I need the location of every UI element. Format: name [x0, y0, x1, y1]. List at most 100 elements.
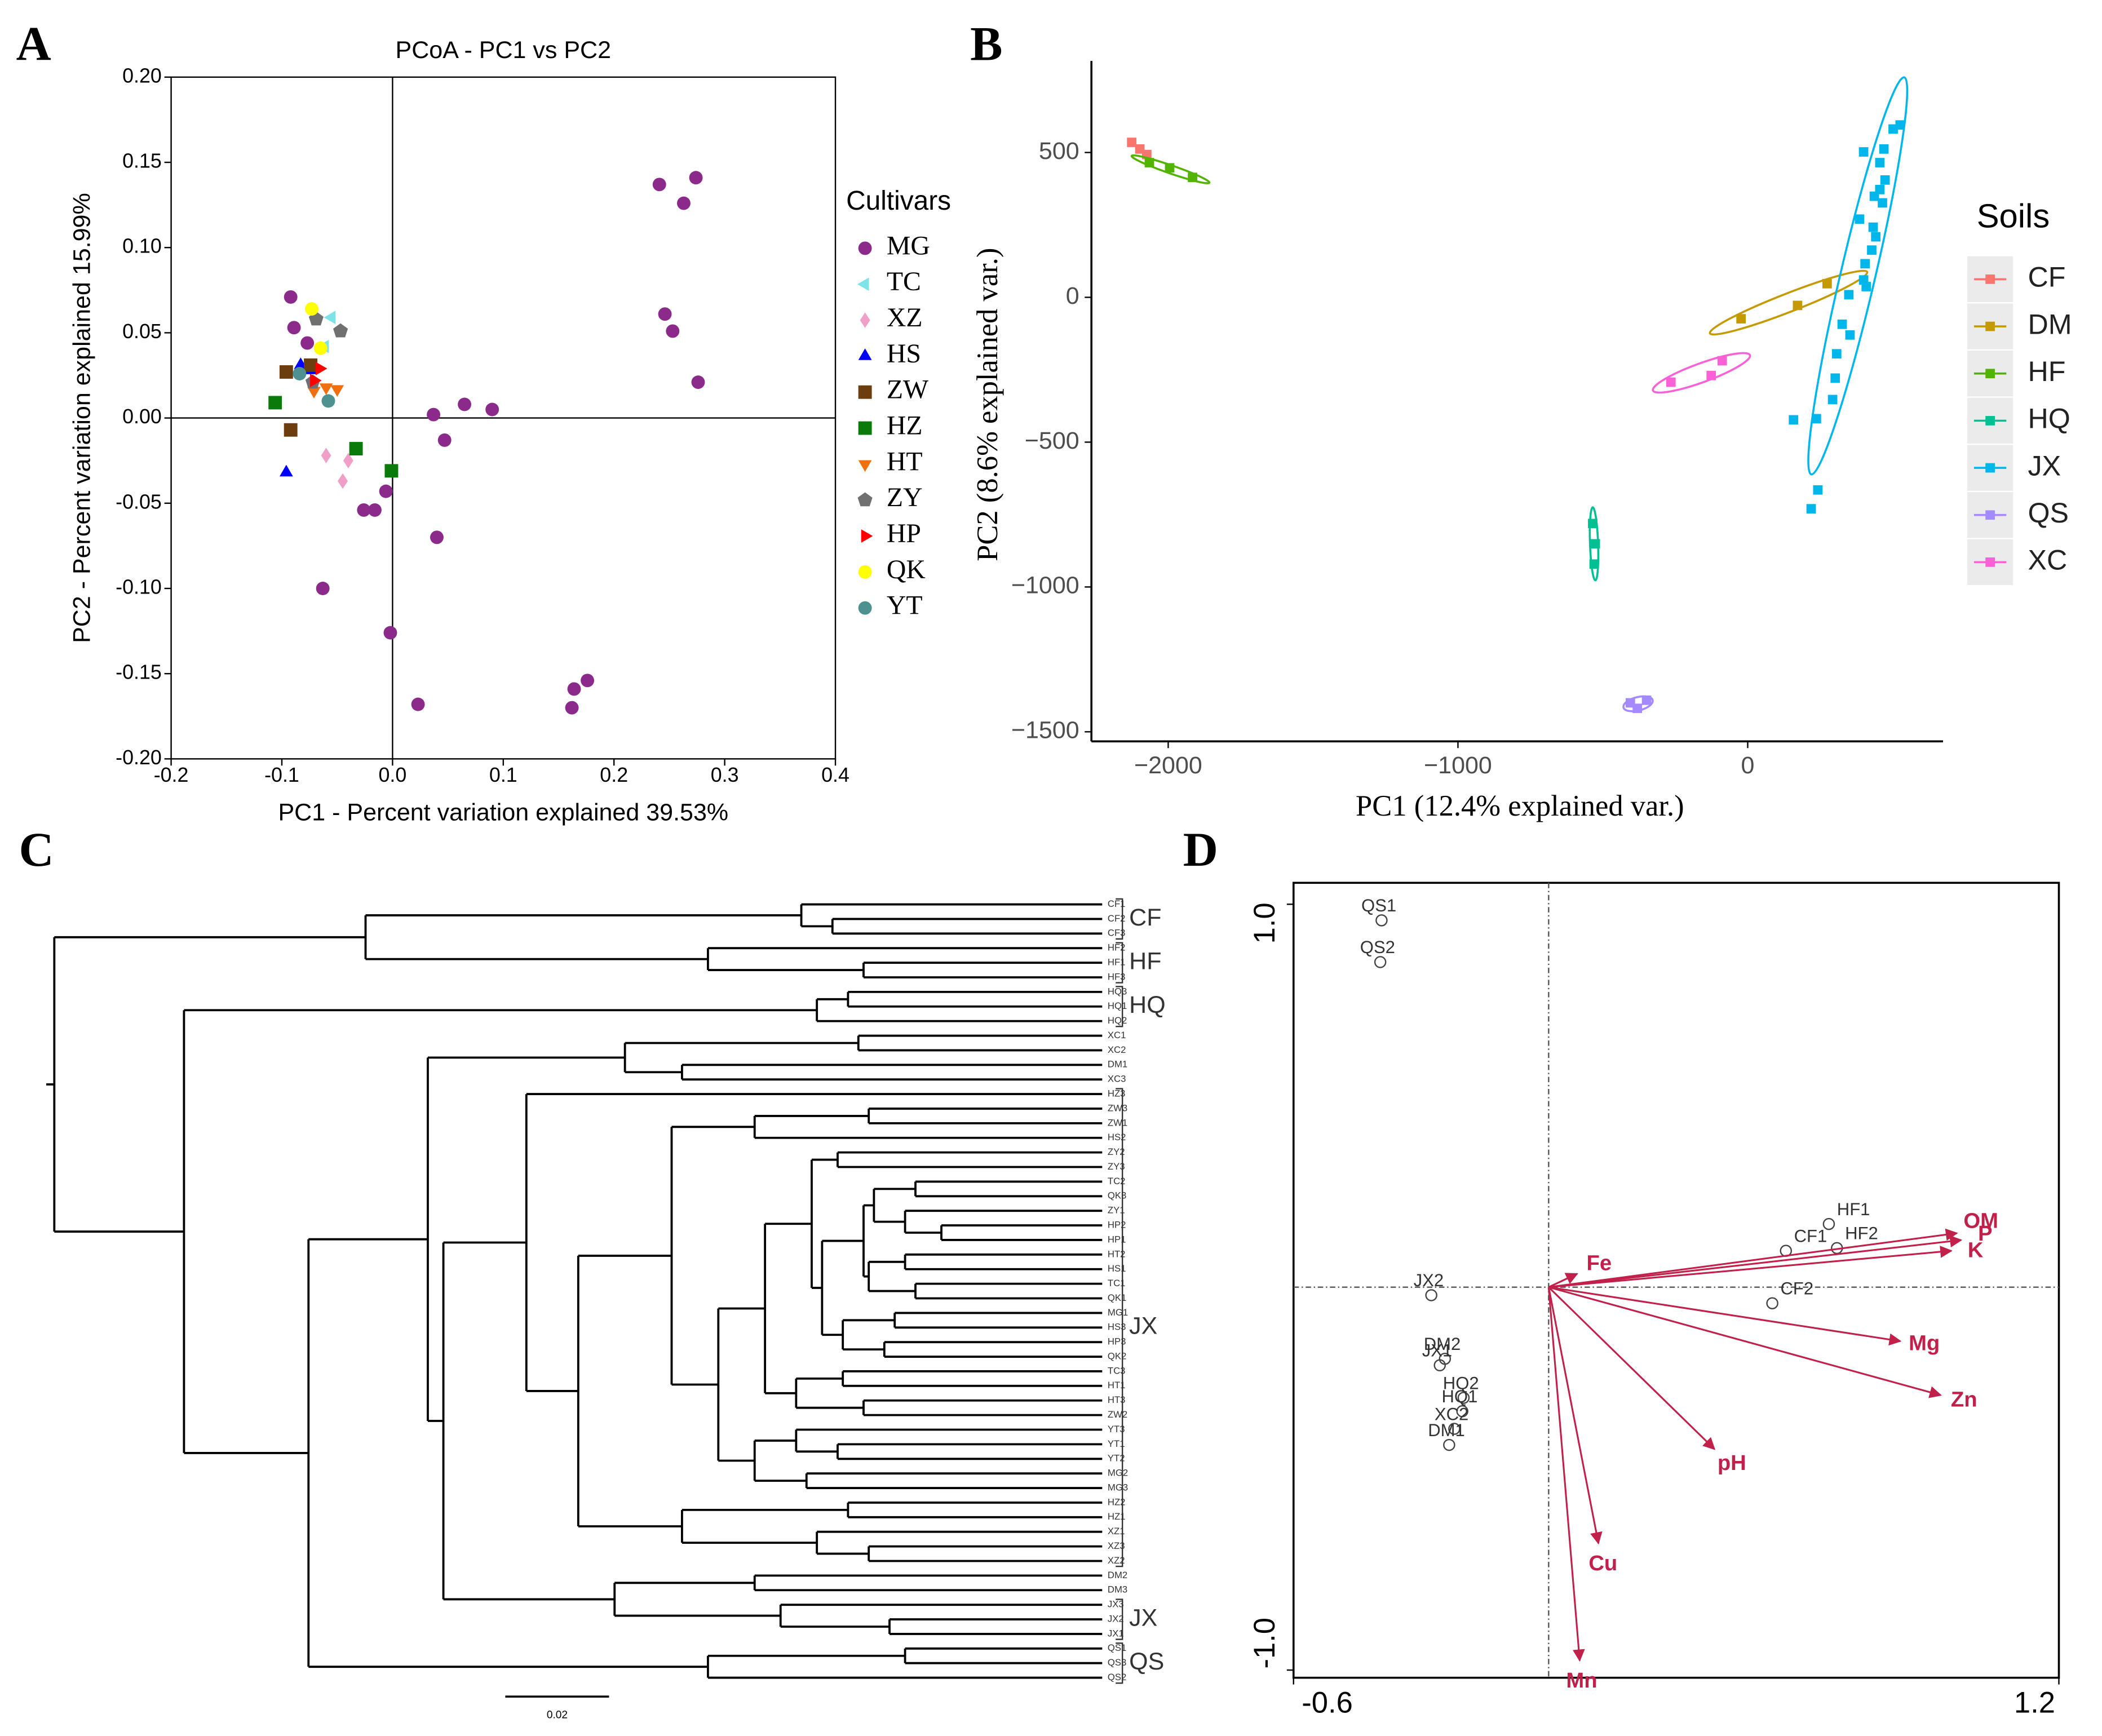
point — [1861, 282, 1871, 291]
leaf-label: HT3 — [1108, 1394, 1126, 1405]
x-tick-label: 0.2 — [600, 764, 628, 786]
point-label: QS1 — [1361, 896, 1396, 915]
point — [666, 324, 680, 338]
point — [1827, 395, 1838, 405]
group-label: JX — [1129, 1604, 1157, 1631]
point — [485, 402, 499, 417]
point — [689, 171, 703, 185]
loading-arrow — [1548, 1246, 1953, 1288]
point — [1448, 1423, 1461, 1435]
point — [1806, 504, 1816, 514]
loading-arrow — [1548, 1286, 1716, 1450]
legend-marker — [1985, 557, 1995, 567]
point — [319, 383, 333, 395]
loading-arrow — [1548, 1228, 1958, 1288]
point — [691, 375, 705, 389]
y-tick-label: -1.0 — [1248, 1618, 1281, 1669]
legend-marker — [857, 492, 873, 507]
legend-marker — [858, 241, 872, 255]
point — [321, 394, 335, 408]
legend-marker — [858, 601, 872, 615]
point — [1789, 415, 1799, 425]
leaf-label: CF1 — [1108, 898, 1126, 909]
point — [430, 530, 444, 544]
leaf-label: HF1 — [1108, 957, 1126, 968]
leaf-label: DM1 — [1108, 1059, 1127, 1070]
legend-marker — [860, 312, 870, 328]
point-label: DM2 — [1424, 1334, 1461, 1354]
leaf-label: DM2 — [1108, 1570, 1127, 1580]
leaf-label: TC2 — [1108, 1176, 1126, 1186]
y-tick-label: -0.10 — [116, 575, 162, 598]
y-axis-label: PC2 - Percent variation explained 15.99% — [69, 193, 96, 643]
x-tick-label: −2000 — [1134, 752, 1202, 779]
leaf-label: ZW3 — [1108, 1102, 1127, 1113]
point — [305, 302, 318, 316]
x-tick-label: -0.6 — [1302, 1686, 1353, 1719]
group-label: CF — [1129, 904, 1161, 931]
leaf-label: TC1 — [1108, 1278, 1126, 1288]
point — [287, 321, 301, 335]
point — [1717, 356, 1727, 366]
point — [1879, 144, 1889, 154]
scale-label: 0.02 — [547, 1710, 568, 1721]
x-tick-label: 0.1 — [489, 764, 517, 786]
leaf-label: ZY2 — [1108, 1146, 1125, 1157]
point — [307, 387, 321, 398]
group-label: HQ — [1129, 991, 1166, 1018]
point — [268, 396, 282, 410]
leaf-label: JX1 — [1108, 1628, 1124, 1638]
legend-label: QK — [887, 555, 926, 584]
leaf-label: JX2 — [1108, 1613, 1124, 1624]
leaf-label: HQ2 — [1108, 1015, 1127, 1026]
point — [1666, 377, 1676, 387]
point — [1641, 695, 1652, 705]
point — [1844, 290, 1854, 300]
legend-marker — [858, 421, 872, 435]
point — [284, 290, 298, 304]
y-tick-label: 0.15 — [122, 150, 162, 172]
point — [333, 323, 348, 338]
leaf-label: ZY3 — [1108, 1161, 1125, 1172]
leaf-label: MG1 — [1108, 1307, 1128, 1318]
point — [1837, 319, 1847, 329]
legend-marker — [1985, 321, 1995, 331]
leaf-label: XZ2 — [1108, 1555, 1125, 1566]
y-tick-label: −1500 — [1011, 717, 1079, 744]
arrow-label: pH — [1718, 1451, 1746, 1475]
point — [1456, 1405, 1468, 1418]
point — [567, 682, 581, 696]
leaf-label: QK2 — [1108, 1350, 1126, 1361]
arrow-label: K — [1968, 1238, 1984, 1263]
legend-label: TC — [887, 267, 921, 296]
legend-label: XC — [2028, 544, 2068, 576]
legend-marker — [858, 348, 872, 360]
x-tick-label: 0.3 — [711, 764, 739, 786]
panel-label: D — [1183, 822, 1218, 876]
leaf-label: HS3 — [1108, 1322, 1126, 1332]
confidence-ellipse — [1652, 352, 1751, 394]
point-label: DM1 — [1428, 1420, 1465, 1440]
point — [1590, 539, 1600, 549]
x-tick-label: 0.0 — [378, 764, 406, 786]
point — [315, 362, 328, 375]
panel-label: A — [16, 16, 51, 70]
leaf-label: CF3 — [1108, 928, 1126, 938]
chart-title: PCoA - PC1 vs PC2 — [396, 37, 612, 64]
legend-label: ZY — [887, 482, 923, 512]
legend-title: Cultivars — [846, 186, 951, 216]
leaf-label: HP1 — [1108, 1234, 1126, 1245]
point — [310, 374, 322, 387]
y-tick-label: -0.15 — [116, 661, 162, 684]
point-label: CF2 — [1780, 1279, 1813, 1299]
legend-label: ZW — [887, 375, 929, 405]
legend-label: DM — [2028, 308, 2072, 340]
point — [383, 626, 397, 640]
point — [316, 582, 330, 595]
legend-label: HF — [2028, 356, 2066, 387]
leaf-label: ZW2 — [1108, 1409, 1127, 1420]
y-axis-label: PC2 (8.6% explained var.) — [971, 248, 1004, 561]
legend-label: MG — [887, 231, 930, 260]
legend-label: HS — [887, 339, 921, 369]
